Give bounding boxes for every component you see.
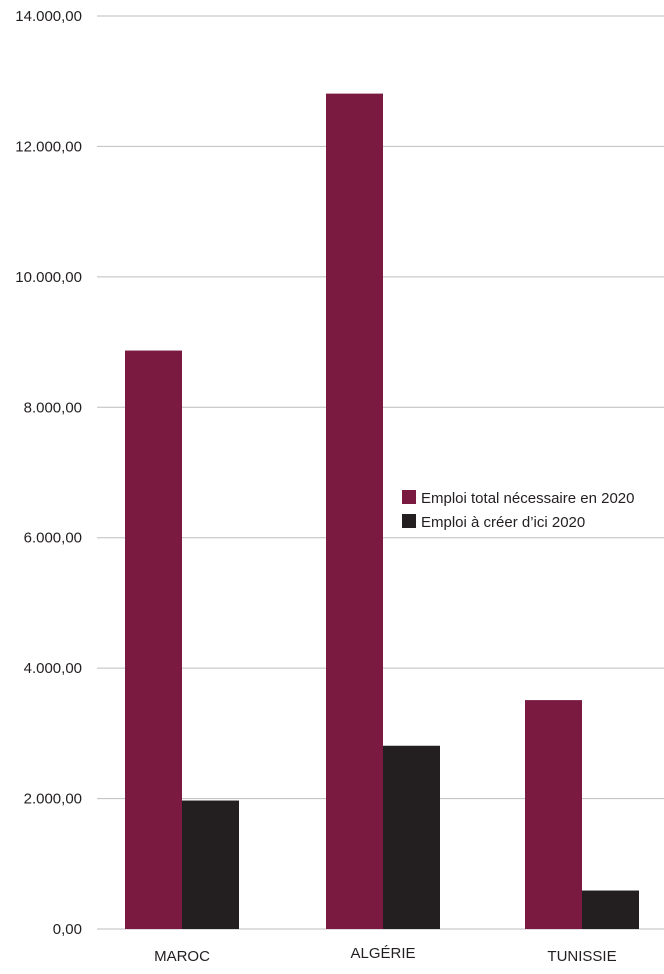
y-tick-label: 6.000,00 (24, 530, 82, 547)
y-axis-tick-labels: 0,00 2.000,00 4.000,00 6.000,00 8.000,00 10.0… (15, 8, 82, 938)
y-tick-label: 12.000,00 (15, 138, 82, 155)
bars (125, 93, 639, 930)
x-category-label: ALGÉRIE (350, 945, 415, 962)
bar-total-tunissie (525, 700, 582, 929)
bar-to-create-algérie (383, 745, 440, 929)
x-category-label: MAROC (154, 948, 210, 965)
y-tick-label: 10.000,00 (15, 269, 82, 286)
y-tick-label: 2.000,00 (24, 791, 82, 808)
legend-swatch-to-create (402, 514, 416, 528)
x-axis-category-labels: MAROC ALGÉRIE TUNISSIE (154, 945, 617, 965)
bar-total-algérie (326, 93, 383, 930)
bar-total-maroc (125, 350, 182, 929)
legend-label-to-create: Emploi à créer d’ici 2020 (421, 514, 585, 531)
bar-to-create-maroc (182, 800, 239, 929)
y-tick-label: 0,00 (53, 921, 82, 938)
y-tick-label: 8.000,00 (24, 399, 82, 416)
legend: Emploi total nécessaire en 2020 Emploi à… (402, 490, 634, 531)
x-category-label: TUNISSIE (547, 948, 616, 965)
y-tick-label: 4.000,00 (24, 660, 82, 677)
legend-label-total: Emploi total nécessaire en 2020 (421, 490, 634, 507)
y-tick-label: 14.000,00 (15, 8, 82, 25)
legend-swatch-total (402, 490, 416, 504)
bar-to-create-tunissie (582, 890, 639, 929)
